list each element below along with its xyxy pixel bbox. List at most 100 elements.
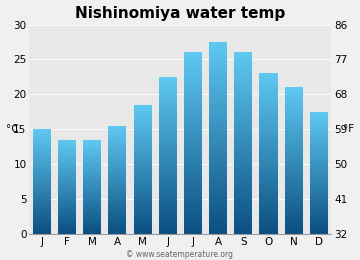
Bar: [83, 226, 101, 227]
Bar: [159, 189, 177, 191]
Bar: [108, 159, 126, 161]
Bar: [159, 161, 177, 163]
Bar: [159, 100, 177, 102]
Bar: [260, 152, 278, 154]
Bar: [260, 89, 278, 92]
Bar: [285, 102, 303, 104]
Bar: [209, 116, 227, 119]
Bar: [83, 155, 101, 156]
Bar: [310, 161, 328, 162]
Bar: [209, 85, 227, 88]
Bar: [108, 168, 126, 169]
Bar: [184, 154, 202, 157]
Bar: [209, 200, 227, 203]
Bar: [159, 210, 177, 212]
Bar: [83, 195, 101, 196]
Bar: [159, 128, 177, 130]
Bar: [184, 220, 202, 223]
Bar: [209, 133, 227, 135]
Bar: [234, 218, 252, 220]
Bar: [234, 127, 252, 129]
Bar: [209, 107, 227, 109]
Bar: [83, 188, 101, 189]
Bar: [184, 182, 202, 184]
Bar: [285, 87, 303, 89]
Bar: [184, 107, 202, 109]
Bar: [209, 157, 227, 159]
Bar: [159, 99, 177, 100]
Bar: [285, 120, 303, 122]
Bar: [83, 141, 101, 142]
Bar: [184, 75, 202, 77]
Bar: [33, 195, 51, 196]
Bar: [285, 129, 303, 131]
Bar: [209, 217, 227, 219]
Bar: [159, 138, 177, 140]
Bar: [58, 201, 76, 202]
Bar: [260, 77, 278, 79]
Bar: [209, 198, 227, 200]
Bar: [209, 83, 227, 85]
Bar: [260, 190, 278, 192]
Bar: [310, 154, 328, 156]
Bar: [310, 202, 328, 203]
Bar: [134, 119, 152, 121]
Bar: [234, 89, 252, 91]
Bar: [310, 126, 328, 127]
Bar: [184, 168, 202, 170]
Bar: [234, 53, 252, 55]
Bar: [310, 231, 328, 232]
Bar: [159, 195, 177, 197]
Bar: [134, 135, 152, 137]
Bar: [310, 115, 328, 116]
Bar: [159, 118, 177, 120]
Bar: [184, 161, 202, 164]
Bar: [58, 160, 76, 161]
Bar: [134, 226, 152, 228]
Bar: [184, 61, 202, 64]
Bar: [285, 175, 303, 177]
Bar: [58, 203, 76, 204]
Bar: [83, 230, 101, 231]
Bar: [58, 147, 76, 148]
Bar: [234, 116, 252, 118]
Bar: [134, 190, 152, 192]
Bar: [83, 174, 101, 175]
Bar: [58, 180, 76, 181]
Bar: [108, 158, 126, 159]
Bar: [108, 231, 126, 232]
Bar: [134, 137, 152, 139]
Bar: [58, 190, 76, 191]
Bar: [83, 182, 101, 183]
Bar: [134, 192, 152, 193]
Bar: [58, 177, 76, 179]
Bar: [310, 186, 328, 188]
Bar: [260, 192, 278, 194]
Bar: [310, 205, 328, 206]
Bar: [260, 228, 278, 230]
Bar: [209, 76, 227, 78]
Bar: [33, 174, 51, 175]
Bar: [83, 199, 101, 200]
Bar: [134, 185, 152, 187]
Bar: [83, 213, 101, 214]
Bar: [310, 193, 328, 194]
Bar: [184, 57, 202, 59]
Bar: [285, 217, 303, 219]
Bar: [310, 135, 328, 136]
Bar: [134, 184, 152, 185]
Bar: [134, 210, 152, 211]
Bar: [159, 199, 177, 200]
Bar: [83, 231, 101, 233]
Bar: [310, 179, 328, 180]
Bar: [33, 232, 51, 234]
Bar: [184, 136, 202, 139]
Bar: [285, 133, 303, 135]
Bar: [58, 208, 76, 209]
Bar: [234, 143, 252, 145]
Bar: [285, 196, 303, 197]
Bar: [83, 229, 101, 230]
Bar: [58, 213, 76, 214]
Bar: [184, 164, 202, 166]
Bar: [184, 223, 202, 225]
